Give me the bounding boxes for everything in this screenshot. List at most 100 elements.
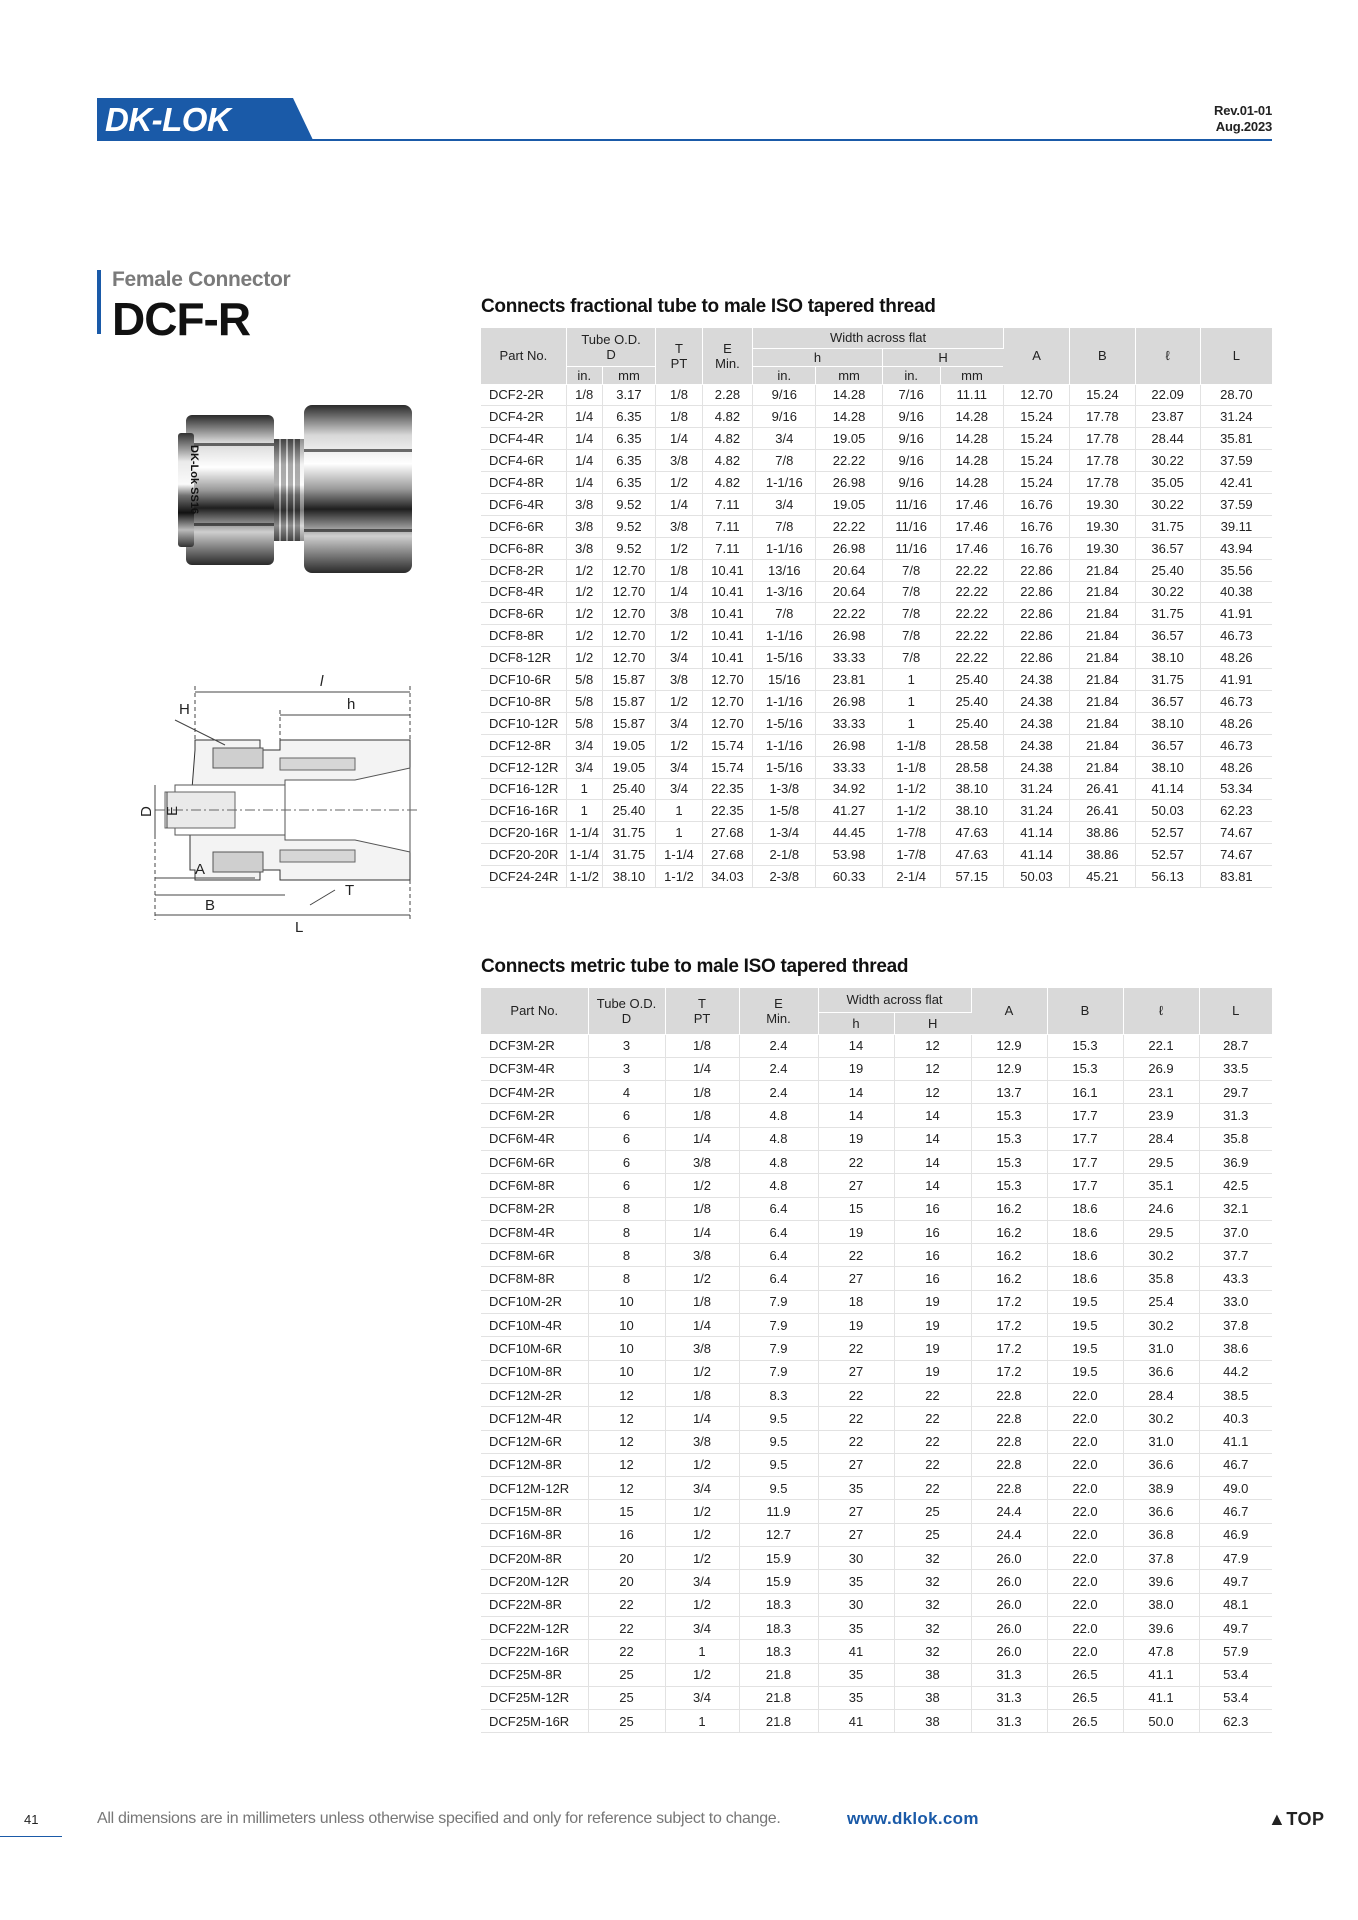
table-cell: 25.40 [940,690,1004,713]
table-cell: 15.24 [1003,449,1071,473]
table-cell: 29.5 [1123,1150,1200,1175]
table-cell: 1-1/2 [882,778,941,801]
table-cell: 24.38 [1003,712,1071,735]
table-cell: 21.84 [1069,690,1136,713]
table-cell: 6 [588,1103,666,1128]
table-cell: 38.0 [1123,1593,1200,1617]
table-cell: 19 [894,1360,972,1384]
back-to-top-link[interactable]: ▲TOP [1268,1809,1325,1829]
table-cell: 2.28 [702,384,754,407]
table-cell: 26.0 [971,1593,1048,1617]
table-cell: 19 [818,1313,895,1338]
table-cell: 17.46 [940,515,1004,538]
table-row: DCF4-6R 1/4 6.35 3/8 4.82 7/8 22.22 9/16 14.28 15… [481,449,1272,473]
table-cell: 37.59 [1200,493,1272,516]
part-number-cell: DCF6M-4R [481,1127,589,1151]
table-cell: 27 [818,1173,895,1198]
table-cell: 1/8 [655,384,703,407]
table-cell: 14.28 [940,449,1004,473]
table-cell: 37.0 [1199,1220,1272,1245]
part-number-cell: DCF6M-6R [481,1150,589,1175]
part-number-cell: DCF16-12R [481,778,567,801]
table-cell: 3/4 [665,1686,740,1711]
table-cell: 1 [655,821,703,845]
table-cell: 8 [588,1220,666,1245]
table-cell: 25 [588,1686,666,1711]
metric-col-e: E Min. [739,988,819,1035]
table-cell: 22.0 [1047,1499,1124,1524]
table-row: DCF8-4R 1/2 12.70 1/4 10.41 1-3/16 20.64 7/8 22.… [481,581,1272,604]
table-cell: 6.35 [602,427,657,451]
table-row: DCF20M-8R 20 1/2 15.9 30 32 26.0 22.0 37.8 47.9 [481,1546,1272,1571]
table-cell: 1 [882,712,941,735]
table-cell: 3.17 [602,384,657,407]
table-cell: 1/2 [655,734,703,757]
table-cell: 30.2 [1123,1313,1200,1338]
table-cell: 32 [894,1569,972,1594]
table-cell: 3/4 [752,493,817,516]
table-cell: 35.8 [1199,1127,1272,1151]
table-cell: 46.7 [1199,1453,1272,1478]
table-cell: 12 [588,1430,666,1454]
table-cell: 37.8 [1123,1546,1200,1571]
table-cell: 14.28 [940,405,1004,429]
table-cell: 4.82 [702,449,754,473]
col-d-in: in. [566,366,603,385]
col-a: A [1003,328,1071,385]
table-cell: 7/8 [882,624,941,648]
table-cell: 49.7 [1199,1616,1272,1641]
table-cell: 6 [588,1127,666,1151]
table-cell: 26.0 [971,1569,1048,1594]
table-cell: 41.1 [1199,1430,1272,1454]
table-cell: 22.0 [1047,1383,1124,1408]
part-number-cell: DCF10-8R [481,690,567,713]
table-cell: 26.0 [971,1616,1048,1641]
table-cell: 1 [882,668,941,691]
part-number-cell: DCF12M-2R [481,1383,589,1408]
table-cell: 31.24 [1200,405,1272,429]
table-cell: 11/16 [882,493,941,516]
table-cell: 1-5/16 [752,712,817,735]
table-cell: 22 [894,1430,972,1454]
table-cell: 36.8 [1123,1523,1200,1548]
metric-col-t: T PT [665,988,740,1035]
table-cell: 24.38 [1003,756,1071,779]
table-cell: 41.27 [815,799,883,823]
table-cell: 26.98 [815,537,883,560]
table-cell: 27 [818,1499,895,1524]
part-number-cell: DCF8-6R [481,602,567,626]
table-cell: 1-3/8 [752,778,817,801]
table-cell: 9.5 [739,1406,819,1431]
table-cell: 37.8 [1199,1313,1272,1338]
part-number-cell: DCF16M-8R [481,1523,589,1548]
table-cell: 7/16 [882,384,941,407]
table-cell: 14 [894,1173,972,1198]
table-cell: 22 [818,1336,895,1361]
table-row: DCF20-20R 1-1/4 31.75 1-1/4 27.68 2-1/8 53.98 1… [481,843,1272,867]
table-cell: 20 [588,1546,666,1571]
table-cell: 1/8 [665,1080,740,1105]
table-cell: 33.33 [815,756,883,779]
table-cell: 9.52 [602,537,657,560]
diagram-label-H: H [179,701,190,718]
table-cell: 4.8 [739,1103,819,1128]
table-cell: 1-5/16 [752,756,817,779]
website-link[interactable]: www.dklok.com [847,1809,979,1828]
table-cell: 12 [894,1080,972,1105]
table-cell: 19.30 [1069,537,1136,560]
table-cell: 3/4 [665,1569,740,1594]
table-cell: 10.41 [702,624,754,648]
table-cell: 23.81 [815,668,883,691]
table-cell: 35.56 [1200,559,1272,582]
table-cell: 53.98 [815,843,883,867]
table-cell: 41.14 [1003,843,1071,867]
table-cell: 44.2 [1199,1360,1272,1384]
revision-date: Aug.2023 [1215,119,1272,134]
table-cell: 12.70 [702,712,754,735]
table-cell: 1/2 [655,537,703,560]
table-cell: 1-1/8 [882,734,941,757]
part-number-cell: DCF6-4R [481,493,567,516]
table-cell: 31.24 [1003,778,1071,801]
part-number-cell: DCF15M-8R [481,1499,589,1524]
part-number-cell: DCF10M-8R [481,1360,589,1384]
